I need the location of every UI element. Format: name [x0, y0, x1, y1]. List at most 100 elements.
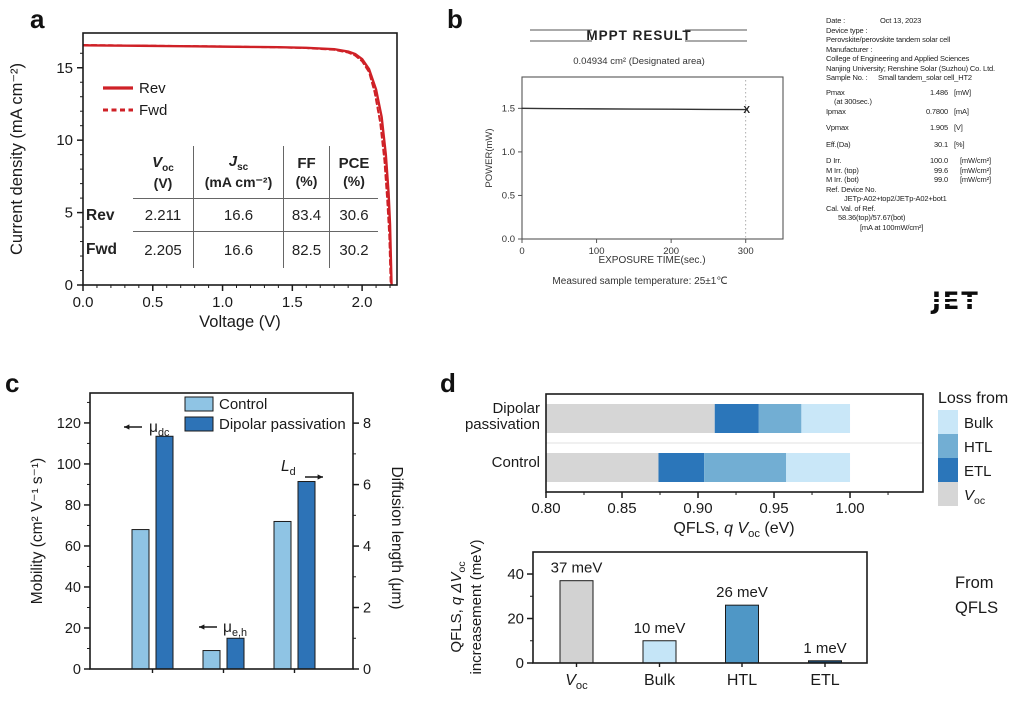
x-tick-label: 1.00 — [835, 500, 864, 517]
table-cell-fwd-ff: 82.5 — [283, 232, 329, 268]
legend-swatch-etl — [938, 458, 958, 482]
info-value: Small tandem_solar cell_HT2 — [878, 73, 972, 82]
table-cell-rev-jsc: 16.6 — [193, 199, 283, 232]
info-value: 100.0 — [929, 156, 948, 165]
segment-bulk-dipolar — [801, 404, 851, 433]
legend-label-rev: Rev — [139, 80, 166, 97]
info-label: 58.36(top)/57.67(bot) — [838, 213, 906, 222]
segment-voc-dipolar — [546, 404, 715, 433]
x-tick-label: 0.95 — [759, 500, 788, 517]
table-cell-rev-ff: 83.4 — [283, 199, 329, 232]
bar-bulk — [642, 640, 677, 664]
jv-curve-fwd — [83, 44, 392, 285]
info-line: Pmax 1.486 [mW] — [826, 88, 1015, 98]
jv-curve-chart: 0 5 10 15 0.0 0.5 1.0 1.5 2.0 Rev Fwd Voltage (V) Cu… — [8, 32, 398, 331]
segment-bulk-control — [786, 453, 851, 482]
info-spacer — [826, 116, 1015, 123]
table-cell-fwd-pce: 30.2 — [329, 232, 378, 268]
info-value: 0.7800 — [925, 106, 948, 116]
table-header-jsc: Jsc (mA cm⁻²) — [193, 146, 283, 199]
jet-logo-stripe — [933, 302, 991, 304]
y-tick-label: 1.0 — [502, 147, 515, 158]
info-unit: [mW] — [954, 87, 971, 97]
y-left-tick-label: 0 — [73, 662, 81, 678]
info-value: 99.0 — [934, 175, 948, 184]
table-cell-fwd-voc: 2.205 — [144, 241, 182, 259]
bar-value-label: 1 meV — [803, 640, 846, 657]
y-tick-label: 0.0 — [502, 234, 515, 245]
info-unit: [%] — [954, 139, 965, 149]
segment-htl-dipolar — [758, 404, 802, 433]
info-label: D Irr. — [826, 156, 842, 165]
bar-control — [273, 520, 292, 670]
bar-value-label: 26 meV — [716, 584, 768, 601]
table-header-ff: FF (%) — [283, 146, 329, 199]
legend-label-control: Control — [219, 396, 267, 413]
panel-label-b: b — [447, 4, 463, 34]
y-left-tick-label: 40 — [65, 580, 81, 596]
mu-eh-arrow-head — [199, 624, 205, 630]
plot-frame — [89, 392, 354, 670]
legend-title: Loss from — [938, 390, 1008, 407]
y-tick-label: 0.5 — [502, 190, 515, 201]
mu-eh-label: μe,h — [223, 619, 247, 639]
y-left-tick-label: 60 — [65, 539, 81, 555]
side-note: From — [955, 574, 994, 592]
mppt-result-chart: MPPT RESULT 0.04934 cm² (Designated area)… — [484, 28, 784, 287]
info-line: (at 300sec.) — [826, 97, 1015, 107]
legend-label-bulk: Bulk — [964, 415, 994, 432]
info-unit: [mA] — [954, 106, 969, 116]
qfls-increase-bar-chart: 0 20 40 37 meV Voc 10 meV Bulk 26 meV HTL 1 meV ET… — [448, 540, 998, 692]
info-spacer — [826, 149, 1015, 156]
info-label: Eff.(Da) — [826, 139, 851, 149]
info-unit: [V] — [954, 123, 963, 132]
y-right-tick-label: 4 — [363, 539, 371, 555]
info-label: Ref. Device No. — [826, 184, 877, 194]
y-right-tick-label: 0 — [363, 662, 371, 678]
info-label: Perovskite/perovskite tandem solar cell — [826, 35, 951, 44]
info-value: 1.486 — [929, 87, 948, 97]
plot-frame — [545, 393, 924, 493]
info-label: Nanjing University; Renshine Solar (Suzh… — [826, 63, 995, 73]
legend-label-dipolar: Dipolar passivation — [219, 416, 346, 433]
legend-label-fwd: Fwd — [139, 102, 167, 119]
legend-swatch-voc — [938, 482, 958, 506]
bar-value-label: 10 meV — [634, 620, 686, 637]
certificate-info-block: Date : Oct 13, 2023 Device type : Perovskit… — [826, 16, 1015, 232]
info-line: Cal. Val. of Ref. — [826, 204, 1015, 214]
y-tick-label: 20 — [507, 611, 524, 628]
y-tick-label: 1.5 — [502, 103, 515, 114]
jet-logo-stripe — [933, 297, 991, 299]
plot-frame — [532, 551, 868, 664]
x-tick-label: 200 — [663, 246, 679, 257]
info-label: Sample No. : — [826, 73, 868, 82]
y-left-tick-label: 80 — [65, 498, 81, 514]
info-label: Device type : — [826, 25, 868, 35]
table-row-label-rev: Rev — [86, 206, 115, 224]
x-axis-label: QFLS, q Voc (eV) — [673, 520, 794, 540]
table-corner — [86, 146, 133, 199]
y-axis-label: Current density (mA cm⁻²) — [8, 63, 26, 255]
mu-dc-arrow-head — [124, 424, 130, 430]
legend-swatch-htl — [938, 434, 958, 458]
plot-frame — [521, 76, 784, 240]
x-tick-label: 1.0 — [212, 294, 233, 311]
bar-dipolar — [297, 481, 316, 670]
info-line: Ref. Device No. — [826, 185, 1015, 195]
legend-label-etl: ETL — [964, 463, 992, 480]
y-right-tick-label: 2 — [363, 601, 371, 617]
y-tick-label: 0 — [65, 277, 73, 294]
info-unit: [mW/cm²] — [960, 165, 991, 175]
table-header-pce: PCE (%) — [329, 146, 378, 199]
row-label: passivation — [465, 416, 540, 433]
row-label: Dipolar — [492, 400, 540, 417]
info-line: Ipmax 0.7800 [mA] — [826, 107, 1015, 117]
x-tick-label: 0 — [519, 246, 524, 257]
x-tick-label: 300 — [738, 246, 754, 257]
y-tick-label: 5 — [65, 205, 73, 222]
y-left-tick-label: 120 — [57, 416, 81, 432]
table-header-voc: Voc (V) — [133, 146, 193, 199]
info-label: Ipmax — [826, 106, 846, 116]
